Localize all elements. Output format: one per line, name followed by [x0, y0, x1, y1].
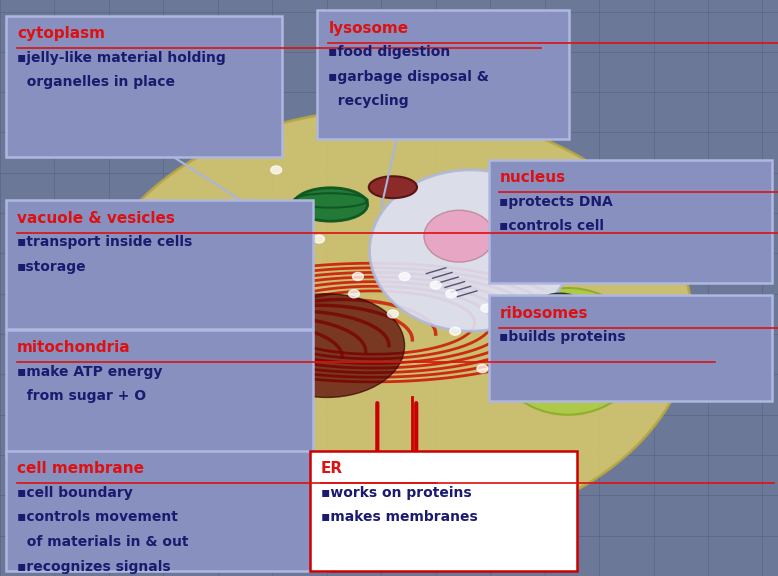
FancyBboxPatch shape — [6, 451, 328, 571]
Text: from sugar + O: from sugar + O — [17, 389, 146, 403]
Circle shape — [294, 270, 305, 278]
Text: ▪cell boundary: ▪cell boundary — [17, 486, 133, 499]
Text: ▪makes membranes: ▪makes membranes — [321, 510, 477, 524]
Text: cell membrane: cell membrane — [17, 461, 144, 476]
Ellipse shape — [86, 109, 692, 536]
Circle shape — [271, 223, 282, 232]
Circle shape — [489, 252, 499, 260]
Text: ▪works on proteins: ▪works on proteins — [321, 486, 471, 499]
Text: recycling: recycling — [328, 94, 409, 108]
FancyBboxPatch shape — [489, 160, 772, 283]
Circle shape — [527, 270, 538, 278]
Text: ribosomes: ribosomes — [499, 306, 588, 321]
Text: ▪make ATP energy: ▪make ATP energy — [17, 365, 163, 378]
Circle shape — [314, 235, 324, 243]
Circle shape — [524, 319, 534, 327]
Text: ▪recognizes signals: ▪recognizes signals — [17, 560, 170, 574]
Text: ▪jelly-like material holding: ▪jelly-like material holding — [17, 51, 226, 65]
Text: ▪storage: ▪storage — [17, 260, 86, 274]
Text: ▪food digestion: ▪food digestion — [328, 45, 450, 59]
Ellipse shape — [370, 170, 572, 331]
Ellipse shape — [249, 294, 405, 397]
Text: ▪transport inside cells: ▪transport inside cells — [17, 235, 192, 249]
Circle shape — [349, 290, 359, 298]
Circle shape — [399, 272, 410, 281]
Circle shape — [387, 310, 398, 318]
Ellipse shape — [424, 210, 494, 262]
Text: ▪controls cell: ▪controls cell — [499, 219, 605, 233]
FancyBboxPatch shape — [6, 16, 282, 157]
Text: organelles in place: organelles in place — [17, 75, 175, 89]
FancyBboxPatch shape — [6, 330, 313, 456]
Text: ▪garbage disposal &: ▪garbage disposal & — [328, 70, 489, 84]
Circle shape — [271, 166, 282, 174]
Circle shape — [232, 281, 243, 289]
Circle shape — [450, 327, 461, 335]
Text: ▪controls movement: ▪controls movement — [17, 510, 178, 524]
Text: ▪builds proteins: ▪builds proteins — [499, 330, 626, 344]
Circle shape — [481, 304, 492, 312]
Circle shape — [539, 365, 550, 373]
Circle shape — [352, 272, 363, 281]
FancyBboxPatch shape — [489, 295, 772, 401]
Text: vacuole & vesicles: vacuole & vesicles — [17, 211, 175, 226]
Ellipse shape — [293, 188, 367, 221]
Text: ▪protects DNA: ▪protects DNA — [499, 195, 613, 209]
Text: ER: ER — [321, 461, 342, 476]
Ellipse shape — [109, 334, 241, 409]
Text: lysosome: lysosome — [328, 21, 408, 36]
Text: cytoplasm: cytoplasm — [17, 26, 105, 41]
Text: mitochondria: mitochondria — [17, 340, 131, 355]
Circle shape — [430, 281, 441, 289]
Circle shape — [477, 365, 488, 373]
Circle shape — [446, 290, 457, 298]
Text: nucleus: nucleus — [499, 170, 566, 185]
FancyBboxPatch shape — [310, 451, 577, 571]
FancyBboxPatch shape — [317, 10, 569, 139]
Ellipse shape — [494, 288, 642, 415]
Ellipse shape — [369, 176, 417, 198]
Ellipse shape — [540, 293, 580, 312]
Text: of materials in & out: of materials in & out — [17, 535, 188, 549]
FancyBboxPatch shape — [6, 200, 313, 329]
